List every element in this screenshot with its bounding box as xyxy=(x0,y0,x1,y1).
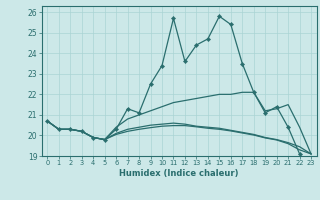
X-axis label: Humidex (Indice chaleur): Humidex (Indice chaleur) xyxy=(119,169,239,178)
